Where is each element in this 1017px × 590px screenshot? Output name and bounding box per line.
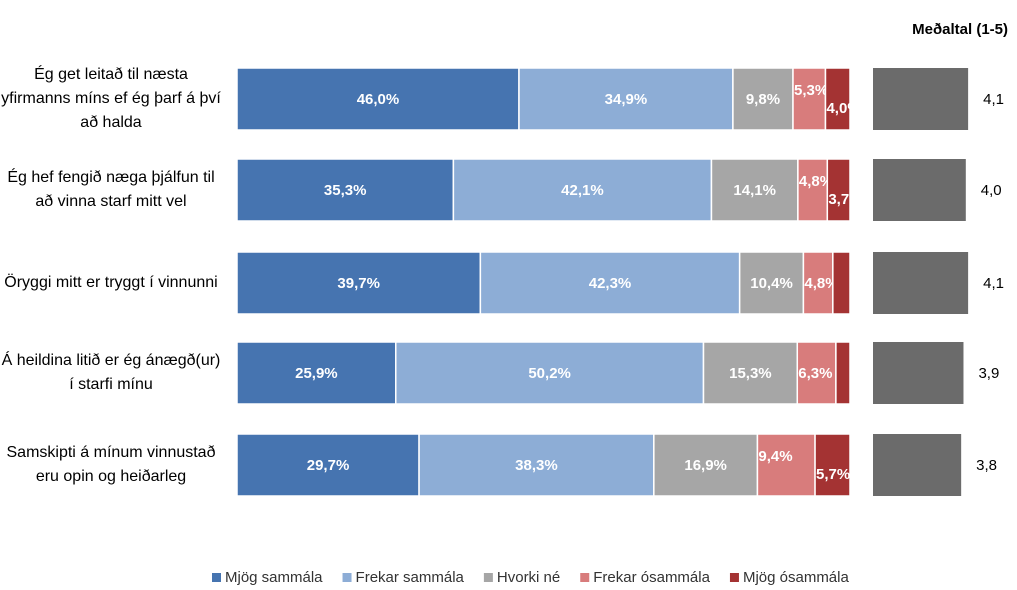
bar-segment (832, 251, 851, 315)
average-bar (873, 68, 969, 130)
bar-segment (792, 67, 827, 131)
bar-segment (452, 158, 713, 222)
value-label: 6,3% (798, 365, 832, 382)
bar-segment (710, 158, 799, 222)
average-label: 3,9 (978, 365, 999, 382)
bar-segment (835, 341, 851, 405)
value-label: 16,9% (684, 457, 727, 474)
bar-segment (236, 158, 455, 222)
legend-swatch (580, 573, 590, 582)
value-label: 42,1% (561, 182, 604, 199)
value-label: 50,2% (528, 365, 571, 382)
average-bar (873, 342, 964, 404)
legend-swatch (212, 573, 221, 582)
bar-segment (797, 158, 829, 222)
bar-segment (236, 251, 482, 315)
value-label: 4,8% (804, 275, 838, 292)
bar-segment (395, 341, 705, 405)
value-label: 5,3% (794, 82, 828, 99)
bar-segment (732, 67, 794, 131)
average-label: 4,0 (981, 182, 1002, 199)
category-label: Öryggi mitt er tryggt í vinnunni (4, 274, 218, 291)
value-label: 4,0% (826, 100, 860, 117)
value-label: 39,7% (337, 275, 380, 292)
value-label: 10,4% (750, 275, 793, 292)
value-label: 5,7% (816, 466, 850, 483)
legend-label: Mjög sammála (225, 569, 323, 586)
bar-segment (236, 341, 397, 405)
category-label: Ég get leitað til næsta yfirmanns míns e… (1, 66, 221, 131)
average-bar (873, 434, 962, 496)
value-label: 3,7% (828, 191, 862, 208)
average-bar (873, 252, 969, 314)
legend-label: Hvorki né (497, 569, 560, 586)
value-label: 35,3% (324, 182, 367, 199)
legend-swatch (342, 573, 352, 582)
bar-segment (756, 433, 816, 497)
value-label: 42,3% (589, 275, 632, 292)
average-title: Meðaltal (1-5) (912, 21, 1008, 38)
value-label: 29,7% (307, 457, 350, 474)
legend-label: Frekar sammála (356, 569, 465, 586)
legend-swatch (483, 573, 493, 582)
value-label: 14,1% (733, 182, 776, 199)
legend-label: Mjög ósammála (743, 569, 850, 586)
average-bar (873, 159, 966, 221)
average-label: 4,1 (983, 275, 1004, 292)
value-label: 9,8% (746, 91, 780, 108)
bar-segment (479, 251, 741, 315)
value-label: 34,9% (605, 91, 648, 108)
value-label: 46,0% (357, 91, 400, 108)
value-label: 15,3% (729, 365, 772, 382)
bar-segment (814, 433, 851, 497)
bar-segment (826, 158, 851, 222)
bar-segment (418, 433, 655, 497)
bar-segment (802, 251, 834, 315)
value-label: 9,4% (758, 448, 792, 465)
bar-segment (738, 251, 805, 315)
bar-segment (653, 433, 759, 497)
value-label: 38,3% (515, 457, 558, 474)
bar-segment (824, 67, 851, 131)
value-label: 4,8% (799, 173, 833, 190)
category-label: Á heildina litið er ég ánægð(ur) í starf… (1, 352, 221, 393)
category-label: Samskipti á mínum vinnustað eru opin og … (6, 444, 216, 485)
legend-label: Frekar ósammála (593, 569, 710, 586)
bar-segment (236, 433, 420, 497)
legend-swatch (729, 573, 739, 582)
category-label: Ég hef fengið næga þjálfun til að vinna … (7, 169, 215, 210)
average-label: 3,8 (976, 457, 997, 474)
average-label: 4,1 (983, 91, 1004, 108)
value-label: 25,9% (295, 365, 338, 382)
